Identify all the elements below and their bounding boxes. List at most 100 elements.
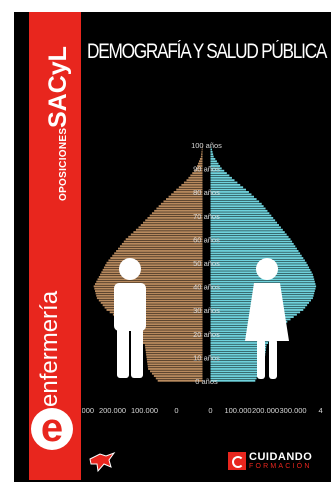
profession-initial-logo: e (31, 408, 73, 450)
male-bar (98, 299, 203, 302)
male-bar (108, 259, 203, 262)
male-bar (96, 297, 203, 300)
female-bar (210, 226, 281, 229)
age-tick-label: 20 años (193, 330, 220, 339)
male-bar (123, 240, 203, 243)
male-bar (135, 228, 203, 231)
x-tick-label: 0 (208, 406, 212, 415)
female-bar (210, 195, 255, 198)
male-bar (96, 280, 203, 283)
female-bar (210, 212, 270, 215)
male-bar (101, 271, 203, 274)
female-bar (210, 349, 266, 352)
female-bar (210, 259, 305, 262)
female-bar (210, 160, 217, 163)
male-bar (140, 224, 203, 226)
male-bar (145, 349, 203, 352)
female-bar (210, 252, 301, 255)
female-bar (210, 193, 252, 196)
male-bar (154, 209, 203, 212)
female-bar (210, 377, 257, 380)
female-bar (210, 216, 274, 219)
male-bar (95, 292, 203, 295)
male-bar (112, 313, 203, 316)
female-bar (210, 176, 232, 179)
male-bar (127, 325, 203, 328)
male-bar (171, 193, 203, 196)
male-bar (119, 245, 203, 248)
male-bar (188, 176, 203, 179)
male-bar (192, 172, 203, 175)
male-bar (142, 342, 203, 344)
series-brand: SACyL (44, 46, 72, 128)
female-bar (210, 146, 212, 149)
male-bar (178, 186, 203, 189)
male-bar (147, 365, 203, 368)
age-tick-label: 80 años (193, 188, 220, 197)
male-bar (103, 266, 203, 269)
male-bar (93, 285, 203, 288)
female-bar (210, 219, 276, 222)
male-bar (122, 320, 203, 323)
female-bar (210, 209, 268, 212)
male-bar (109, 311, 203, 314)
male-bar (112, 254, 203, 257)
female-bar (210, 169, 225, 172)
female-bar (210, 342, 269, 344)
book-title: DEMOGRAFÍA Y SALUD PÚBLICA (87, 40, 327, 63)
male-bar (156, 207, 203, 210)
female-bar (210, 332, 275, 335)
male-bar (128, 235, 203, 238)
female-bar (210, 186, 244, 189)
male-bar (163, 200, 203, 203)
male-bar (145, 219, 203, 222)
male-bar (118, 247, 203, 250)
male-bar (153, 375, 203, 377)
age-tick-label: 30 años (193, 306, 220, 315)
male-bar (201, 153, 203, 156)
x-tick-label: 4 (318, 406, 322, 415)
male-bar (194, 169, 203, 172)
female-bar (210, 188, 247, 191)
female-bar (210, 162, 219, 165)
male-bar (151, 372, 203, 375)
female-bar (210, 372, 260, 375)
male-bar (144, 344, 203, 347)
female-bar (210, 233, 287, 236)
age-tick-label: 0 años (195, 377, 218, 386)
female-bar (210, 179, 235, 182)
female-bar (210, 370, 261, 373)
female-bar (210, 358, 265, 361)
female-bar (210, 200, 260, 203)
x-tick-label: 300.000 (82, 406, 94, 415)
female-bar (210, 360, 264, 363)
male-bar (125, 238, 203, 241)
female-bar (210, 172, 227, 175)
female-bar (210, 191, 249, 193)
female-bar (210, 214, 272, 217)
male-bar (139, 337, 203, 340)
male-bar (201, 150, 203, 153)
female-bar (210, 207, 266, 210)
male-bars (93, 143, 203, 382)
age-tick-label: 70 años (193, 212, 220, 221)
age-tick-label: 40 años (193, 283, 220, 292)
male-bar (102, 304, 203, 307)
female-bar (210, 228, 283, 231)
male-bar (114, 252, 203, 255)
male-bar (130, 233, 203, 236)
male-bar (166, 198, 203, 200)
male-bar (197, 165, 203, 167)
female-bar (210, 368, 262, 370)
male-bar (138, 226, 203, 229)
profession-label: enfermería (36, 290, 63, 407)
male-bar (133, 231, 203, 234)
male-bar (160, 202, 203, 205)
red-sidebar (29, 12, 81, 480)
male-bar (198, 160, 203, 163)
male-bar (176, 188, 203, 191)
population-pyramid-chart: 100 años 90 años 80 años 70 años 60 años 50 a… (82, 141, 323, 415)
male-bar (198, 162, 203, 165)
male-bar (145, 346, 203, 349)
male-bar (96, 294, 203, 297)
